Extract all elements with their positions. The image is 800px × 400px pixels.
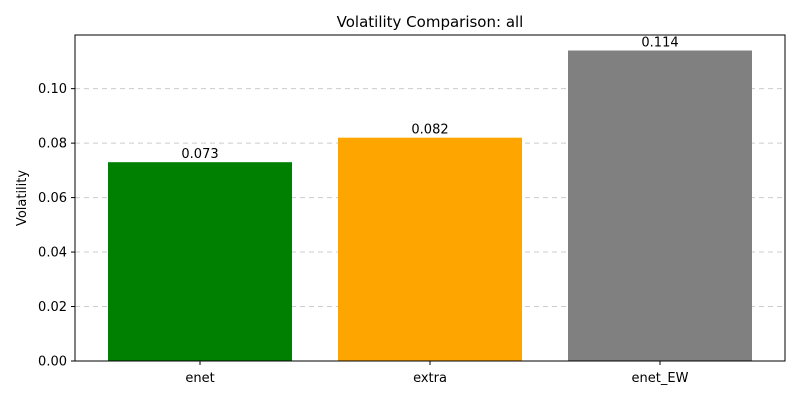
y-tick-label: 0.10 xyxy=(38,82,67,97)
y-tick-label: 0.06 xyxy=(38,191,67,206)
bar-extra xyxy=(338,137,522,361)
bar-value-label: 0.073 xyxy=(181,147,218,162)
bar-enet xyxy=(108,162,292,361)
data-labels: 0.073 0.082 0.114 xyxy=(181,36,678,163)
axes: 0.00 0.02 0.04 0.06 0.08 0.10 enet extra enet_EW xyxy=(38,34,786,386)
bars xyxy=(108,50,752,362)
x-tick-label: enet_EW xyxy=(632,371,689,386)
y-tick-label: 0.04 xyxy=(38,246,67,261)
x-tick-label: enet xyxy=(185,371,214,386)
y-tick-label: 0.08 xyxy=(38,137,67,152)
y-axis-label: Volatility xyxy=(15,170,30,226)
chart-title: Volatility Comparison: all xyxy=(337,13,524,31)
bar-value-label: 0.114 xyxy=(641,36,678,51)
y-tick-label: 0.02 xyxy=(38,300,67,315)
y-tick-label: 0.00 xyxy=(38,355,67,370)
x-tick-label: extra xyxy=(413,371,447,386)
bar-value-label: 0.082 xyxy=(411,123,448,138)
plot-frame xyxy=(74,34,786,362)
bar-enet_EW xyxy=(568,50,752,362)
